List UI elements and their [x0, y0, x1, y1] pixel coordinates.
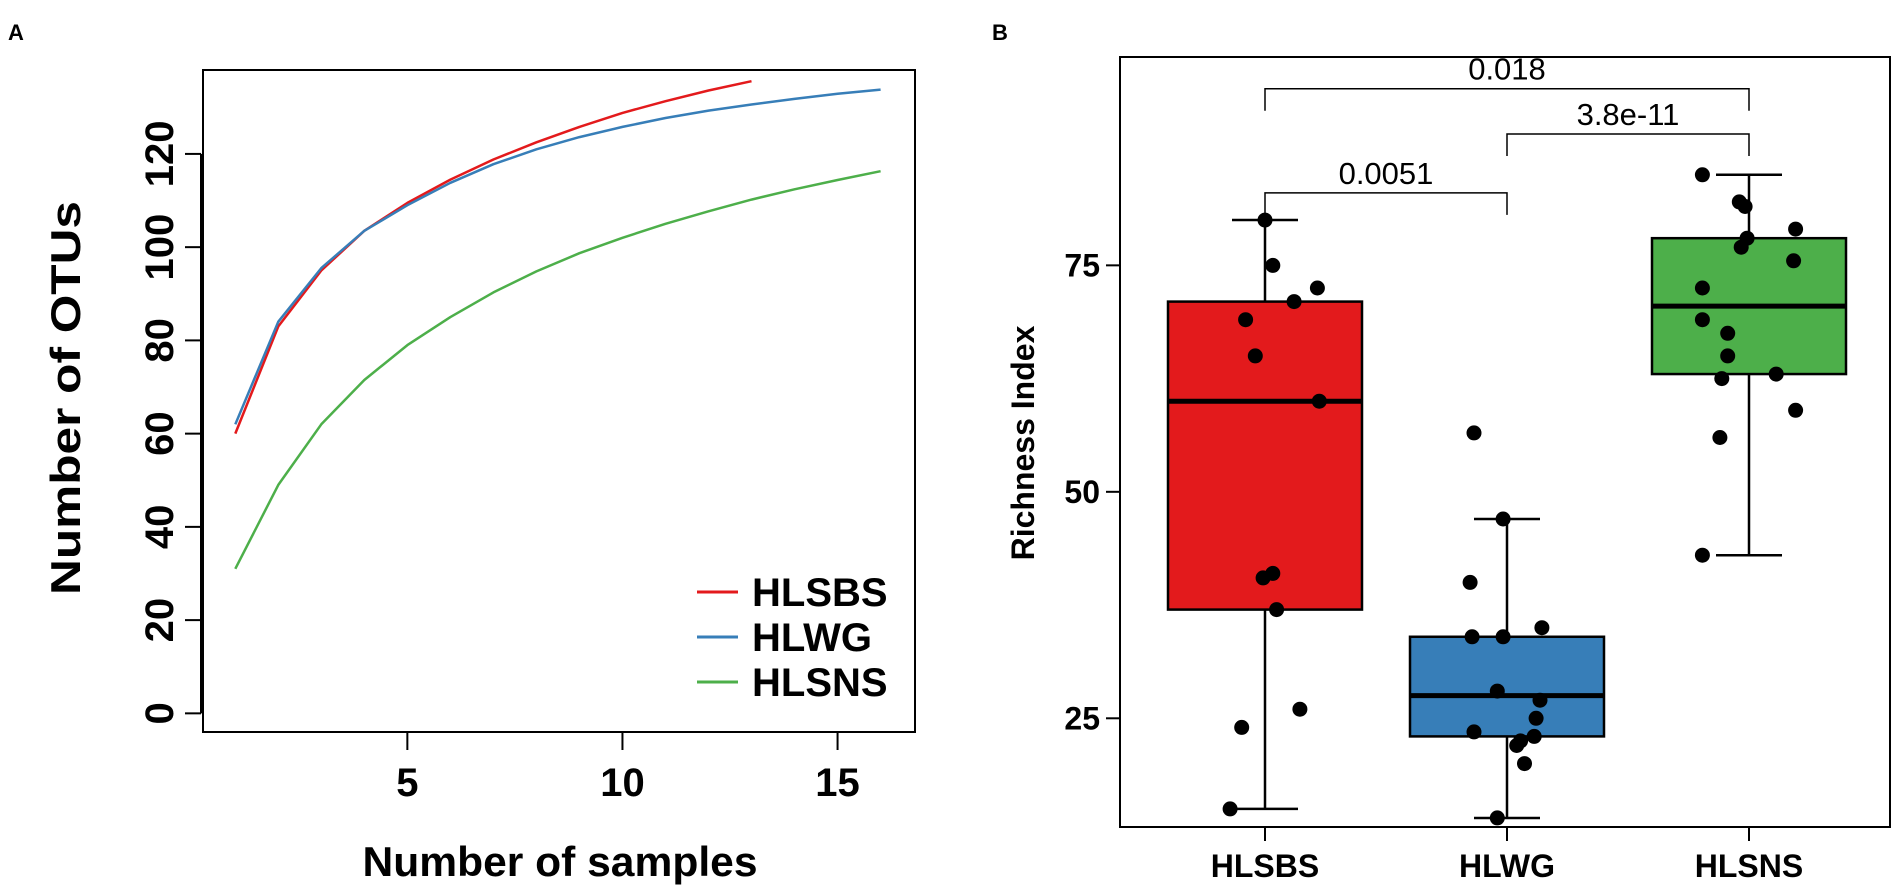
data-point-hlsbs: [1255, 570, 1271, 586]
data-point-hlwg: [1534, 620, 1550, 636]
data-point-hlsns: [1788, 402, 1804, 418]
data-point-hlsbs: [1222, 801, 1238, 817]
panel-a-x-tick-label: 15: [815, 761, 860, 805]
panel-b-x-tick-label-hlsns: HLSNS: [1695, 848, 1803, 884]
data-point-hlwg: [1532, 692, 1548, 708]
panel-b-plot-frame: [1119, 56, 1891, 828]
panel-a-x-tick-label: 10: [600, 761, 645, 805]
box-hlwg: [1408, 635, 1606, 738]
panel-b-y-tick-label: 75: [1064, 247, 1100, 283]
panel-a-y-tick-label: 60: [138, 411, 182, 456]
significance-bracket: [1264, 87, 1750, 111]
data-point-hlwg: [1464, 629, 1480, 645]
panel-b-label: B: [992, 20, 1008, 45]
data-point-hlwg: [1495, 629, 1511, 645]
significance-bracket: [1506, 133, 1750, 156]
data-point-hlwg: [1526, 728, 1542, 744]
panel-b-x-tick-label-hlwg: HLWG: [1459, 848, 1555, 884]
data-point-hlsns: [1694, 547, 1710, 563]
data-point-hlwg: [1528, 710, 1544, 726]
panel-a-y-tick-label: 100: [138, 214, 182, 281]
panel-a-x-tick-label: 5: [396, 761, 418, 805]
data-point-hlsbs: [1286, 294, 1302, 310]
data-point-hlsns: [1694, 312, 1710, 328]
data-point-hlsbs: [1269, 602, 1285, 618]
series-line-hlwg: [234, 88, 881, 425]
data-point-hlsns: [1694, 280, 1710, 296]
panel-a-y-tick-label: 80: [138, 318, 182, 363]
data-point-hlsbs: [1234, 719, 1250, 735]
series-line-hlsbs: [234, 79, 752, 435]
series-line-hlsns: [234, 169, 881, 570]
data-point-hlsbs: [1311, 393, 1327, 409]
panel-a-x-axis-title: Number of samples: [363, 838, 758, 885]
box-hlsbs: [1166, 300, 1364, 611]
data-point-hlsbs: [1247, 348, 1263, 364]
data-point-hlwg: [1509, 738, 1525, 753]
data-point-hlsbs: [1309, 280, 1325, 296]
data-point-hlsbs: [1265, 257, 1281, 273]
data-point-hlsns: [1694, 167, 1710, 183]
data-point-hlsbs: [1292, 701, 1308, 717]
panel-b-boxplot-chart: B 25 50 75 0.0051 3.8e-11 0.018 HLSBS HLWG HLS…: [992, 20, 1891, 884]
panel-a-y-tick-label: 0: [138, 702, 182, 724]
data-point-hlsbs: [1238, 312, 1254, 328]
panel-a-y-tick-label: 40: [138, 505, 182, 550]
panel-a-y-axis-title: Number of OTUs: [42, 201, 89, 595]
panel-b-y-tick-label: 25: [1064, 700, 1100, 736]
data-point-hlwg: [1495, 511, 1511, 527]
data-point-hlwg: [1466, 724, 1482, 740]
data-point-hlsns: [1714, 371, 1730, 387]
p-value-label: 0.0051: [1339, 156, 1434, 191]
data-point-hlsns: [1733, 239, 1749, 255]
data-point-hlwg: [1462, 574, 1478, 590]
p-value-label: 3.8e-11: [1577, 97, 1680, 132]
data-point-hlwg: [1517, 756, 1532, 772]
data-point-hlsns: [1712, 430, 1728, 445]
panel-b-x-tick-label-hlsbs: HLSBS: [1211, 848, 1319, 884]
legend-label-hlwg: HLWG: [752, 616, 872, 660]
panel-a-y-tick-label: 120: [138, 121, 182, 188]
data-point-hlwg: [1489, 810, 1505, 826]
data-point-hlsns: [1720, 348, 1736, 364]
panel-a-rarefaction-chart: A 0 20 40 60 80 100 120 5 10 15 Number of samples…: [8, 20, 916, 885]
p-value-label: 0.018: [1468, 52, 1546, 87]
data-point-hlwg: [1466, 425, 1482, 441]
legend-label-hlsns: HLSNS: [752, 661, 888, 705]
panel-b-y-tick-label: 50: [1064, 474, 1100, 510]
panel-a-label: A: [8, 20, 24, 45]
data-point-hlsns: [1768, 366, 1784, 382]
significance-bracket: [1264, 192, 1508, 215]
legend-label-hlsbs: HLSBS: [752, 571, 888, 615]
data-point-hlsns: [1786, 253, 1802, 269]
panel-b-y-axis-title: Richness Index: [1005, 325, 1041, 560]
data-point-hlsns: [1720, 325, 1736, 341]
data-point-hlsns: [1788, 221, 1804, 237]
data-point-hlsns: [1737, 199, 1753, 214]
data-point-hlwg: [1489, 683, 1505, 699]
panel-a-y-tick-label: 20: [138, 598, 182, 643]
data-point-hlsbs: [1257, 212, 1273, 228]
